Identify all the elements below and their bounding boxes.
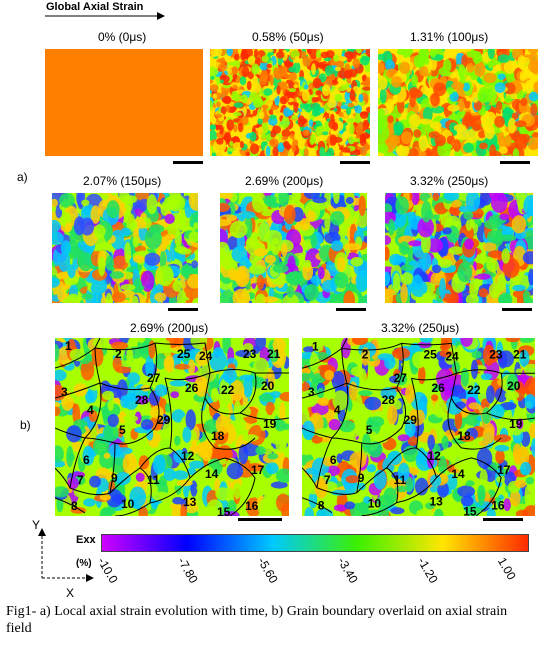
grain-number-15: 15 (463, 505, 477, 516)
grain-number-28: 28 (382, 393, 396, 407)
strain-map-0.58pct (210, 49, 370, 156)
strain-map-3.32pct (385, 193, 533, 303)
grain-number-9: 9 (111, 471, 118, 485)
strain-map-2.07pct (52, 193, 198, 303)
row3-title-1: 3.32% (250μs) (381, 321, 460, 335)
grain-number-12: 12 (181, 449, 195, 463)
grain-number-23: 23 (489, 347, 503, 361)
scale-bar (336, 308, 366, 311)
grain-number-18: 18 (211, 429, 225, 443)
grain-number-3: 3 (61, 385, 68, 399)
scale-bar (483, 518, 523, 521)
grain-number-20: 20 (507, 379, 521, 393)
grain-number-3: 3 (308, 385, 315, 399)
strain-map-2.69pct (220, 193, 367, 303)
grain-number-19: 19 (263, 417, 277, 431)
grain-number-7: 7 (324, 473, 331, 487)
scale-bar (238, 518, 282, 521)
grain-map-2.69pct: 1 2 3 4 5 6 7 8 9 10 11 12 13 14 15 16 17 18 19 20 21 22 23 24 2… (55, 338, 289, 516)
grain-number-26: 26 (185, 381, 199, 395)
colorbar-tick-label: -10.0 (94, 555, 121, 586)
grain-number-18: 18 (457, 429, 471, 443)
colorbar-title: Exx (76, 534, 96, 546)
grain-number-25: 25 (177, 347, 191, 361)
part-a-label: a) (17, 170, 28, 184)
grain-number-24: 24 (445, 349, 459, 363)
grain-number-25: 25 (423, 347, 437, 361)
axis-y-label: Y (32, 518, 41, 532)
colorbar-tick-label: -3.40 (334, 555, 361, 586)
row1-title-1: 0.58% (50μs) (252, 30, 324, 44)
grain-number-4: 4 (334, 403, 341, 417)
grain-number-16: 16 (245, 499, 259, 513)
grain-number-28: 28 (135, 393, 149, 407)
grain-number-21: 21 (513, 347, 527, 361)
row1-title-0: 0% (0μs) (98, 30, 147, 44)
scale-bar (173, 161, 203, 164)
grain-number-8: 8 (318, 499, 325, 513)
grain-number-6: 6 (330, 453, 337, 467)
scale-bar (168, 308, 198, 311)
grain-number-17: 17 (251, 463, 265, 477)
grain-number-5: 5 (366, 423, 373, 437)
grain-number-1: 1 (312, 339, 319, 353)
grain-number-21: 21 (267, 347, 281, 361)
global-axial-strain-label: Global Axial Strain (46, 1, 144, 13)
colorbar-unit: (%) (76, 558, 92, 569)
grain-number-2: 2 (115, 347, 122, 361)
grain-number-19: 19 (509, 417, 523, 431)
grain-number-2: 2 (362, 347, 369, 361)
grain-number-29: 29 (157, 413, 171, 427)
colorbar-tick-label: -5.60 (254, 555, 281, 586)
grain-number-20: 20 (261, 379, 275, 393)
scale-bar (502, 308, 532, 311)
grain-number-22: 22 (467, 383, 481, 397)
grain-number-16: 16 (491, 499, 505, 513)
grain-number-17: 17 (497, 463, 511, 477)
grain-number-11: 11 (147, 473, 160, 487)
grain-number-9: 9 (358, 471, 365, 485)
axis-x-label: X (66, 586, 75, 600)
grain-number-14: 14 (451, 467, 465, 481)
grain-number-1: 1 (65, 339, 72, 353)
row2-title-1: 2.69% (200μs) (245, 174, 324, 188)
part-b-label: b) (20, 418, 31, 432)
grain-number-4: 4 (87, 403, 94, 417)
grain-number-6: 6 (83, 453, 90, 467)
row1-title-2: 1.31% (100μs) (410, 30, 489, 44)
row2-title-0: 2.07% (150μs) (83, 174, 162, 188)
grain-number-7: 7 (77, 473, 84, 487)
row3-title-0: 2.69% (200μs) (130, 321, 209, 335)
grain-number-24: 24 (199, 349, 213, 363)
colorbar-tick-label: 1.00 (494, 555, 519, 583)
grain-map-3.32pct: 1 2 3 4 5 6 7 8 9 10 11 12 13 14 15 16 17 18 19 20 21 22 23 24 2… (302, 338, 535, 516)
grain-number-12: 12 (427, 449, 441, 463)
scale-bar (500, 161, 530, 164)
grain-number-10: 10 (368, 497, 382, 511)
grain-number-5: 5 (119, 423, 126, 437)
grain-number-10: 10 (121, 497, 135, 511)
grain-number-27: 27 (147, 371, 161, 385)
figure-caption: Fig1- a) Local axial strain evolution wi… (6, 604, 508, 636)
grain-number-11: 11 (394, 473, 407, 487)
global-strain-arrow (45, 12, 165, 20)
grain-number-8: 8 (71, 499, 78, 513)
grain-number-26: 26 (431, 381, 445, 395)
strain-map-1.31pct (378, 49, 538, 156)
grain-number-15: 15 (217, 505, 231, 516)
grain-number-13: 13 (429, 495, 443, 509)
grain-number-27: 27 (394, 371, 408, 385)
colorbar-tick-label: -1.20 (414, 555, 441, 586)
axis-indicator-icon (38, 528, 94, 582)
grain-number-29: 29 (404, 413, 418, 427)
grain-number-14: 14 (205, 467, 219, 481)
colorbar-gradient (101, 534, 529, 552)
colorbar-tick-label: -7.80 (174, 555, 201, 586)
grain-number-23: 23 (243, 347, 257, 361)
scale-bar (340, 161, 370, 164)
row2-title-2: 3.32% (250μs) (410, 174, 489, 188)
grain-number-22: 22 (221, 383, 235, 397)
strain-map-0pct (45, 49, 203, 156)
grain-number-13: 13 (183, 495, 197, 509)
